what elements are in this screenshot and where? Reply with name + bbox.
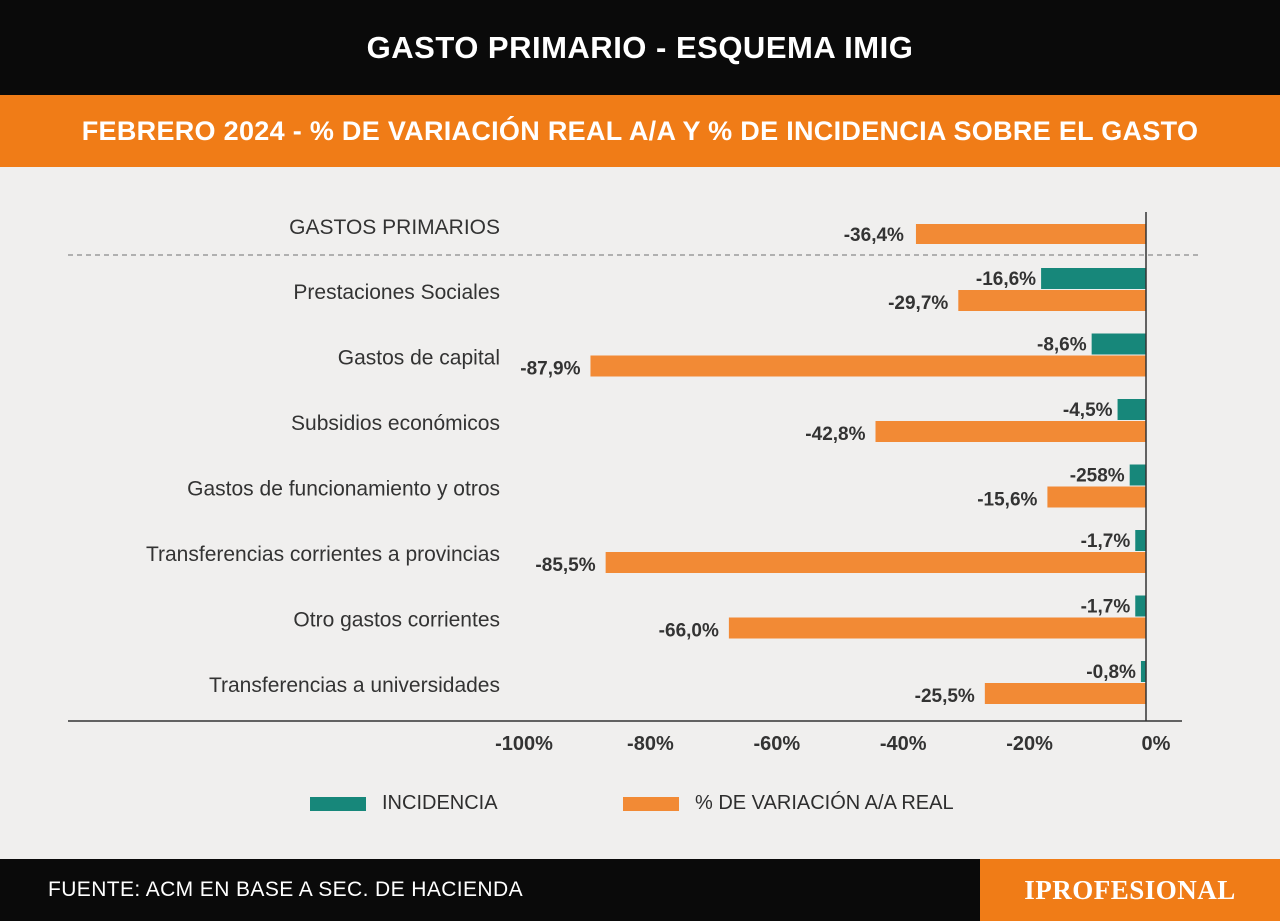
data-label-variacion: -85,5% bbox=[535, 555, 595, 576]
bar-incidencia bbox=[1135, 530, 1146, 551]
bar-incidencia bbox=[1140, 661, 1146, 682]
legend-item-incidencia: INCIDENCIA bbox=[310, 792, 498, 815]
legend-swatch-incidencia bbox=[310, 796, 366, 811]
bar-incidencia bbox=[1135, 595, 1146, 617]
bar-incidencia bbox=[1041, 268, 1146, 289]
legend-label-variacion: % DE VARIACIÓN A/A REAL bbox=[695, 792, 954, 814]
category-label: Gastos de funcionamiento y otros bbox=[187, 478, 500, 501]
x-tick-label: -40% bbox=[880, 733, 927, 755]
category-label-total: GASTOS PRIMARIOS bbox=[289, 216, 500, 239]
source-note: FUENTE: ACM EN BASE A SEC. DE HACIENDA bbox=[48, 878, 523, 901]
category-label: Subsidios económicos bbox=[291, 412, 500, 435]
category-label: Transferencias corrientes a provincias bbox=[146, 543, 500, 566]
data-label-incidencia: -8,6% bbox=[1037, 335, 1087, 356]
bar-variacion bbox=[1047, 486, 1146, 508]
data-label-incidencia: -1,7% bbox=[1081, 531, 1131, 552]
bar-variacion bbox=[958, 290, 1146, 311]
data-label-incidencia: -0,8% bbox=[1086, 662, 1136, 683]
legend-swatch-variacion bbox=[623, 796, 679, 811]
legend-label-incidencia: INCIDENCIA bbox=[382, 792, 498, 814]
bar-variacion bbox=[728, 617, 1146, 639]
bar-variacion bbox=[605, 552, 1146, 573]
x-tick-label: 0% bbox=[1142, 733, 1171, 755]
legend-item-variacion: % DE VARIACIÓN A/A REAL bbox=[623, 792, 954, 815]
bar-variacion bbox=[984, 683, 1146, 704]
category-label: Transferencias a universidades bbox=[209, 674, 500, 697]
x-tick-label: -80% bbox=[627, 733, 674, 755]
data-label-variacion: -42,8% bbox=[805, 424, 865, 445]
bar-chart: GASTOS PRIMARIOS -36,4% Prestaciones Socia… bbox=[68, 212, 1200, 755]
data-label-incidencia: -4,5% bbox=[1063, 400, 1113, 421]
category-label: Prestaciones Sociales bbox=[293, 281, 500, 304]
legend: INCIDENCIA % DE VARIACIÓN A/A REAL bbox=[0, 792, 1280, 816]
category-label: Otro gastos corrientes bbox=[293, 609, 500, 632]
data-label-variacion: -15,6% bbox=[977, 490, 1037, 511]
chart-subtitle: FEBRERO 2024 - % DE VARIACIÓN REAL A/A Y… bbox=[0, 95, 1280, 167]
data-label-incidencia: -16,6% bbox=[976, 269, 1036, 290]
chart-area: GASTOS PRIMARIOS -36,4% Prestaciones Socia… bbox=[0, 167, 1280, 859]
bar-variacion bbox=[875, 421, 1146, 442]
x-tick-label: -60% bbox=[753, 733, 800, 755]
data-label-total-variacion: -36,4% bbox=[844, 225, 904, 246]
footer: FUENTE: ACM EN BASE A SEC. DE HACIENDA I… bbox=[0, 859, 1280, 921]
bar-incidencia bbox=[1129, 464, 1146, 486]
bar-incidencia bbox=[1117, 399, 1146, 420]
x-tick-label: -20% bbox=[1006, 733, 1053, 755]
bar-incidencia bbox=[1091, 333, 1146, 355]
chart-title: GASTO PRIMARIO - ESQUEMA IMIG bbox=[0, 0, 1280, 95]
data-label-variacion: -66,0% bbox=[659, 621, 719, 642]
data-label-incidencia: -1,7% bbox=[1081, 597, 1131, 618]
data-label-variacion: -87,9% bbox=[520, 359, 580, 380]
bar-variacion bbox=[590, 355, 1146, 377]
data-label-variacion: -29,7% bbox=[888, 293, 948, 314]
category-label: Gastos de capital bbox=[338, 347, 500, 370]
x-tick-label: -100% bbox=[495, 733, 553, 755]
data-label-variacion: -25,5% bbox=[915, 686, 975, 707]
data-label-incidencia: -258% bbox=[1070, 466, 1125, 487]
brand-logo: IPROFESIONAL bbox=[980, 859, 1280, 921]
bar-total-variacion bbox=[915, 224, 1146, 244]
